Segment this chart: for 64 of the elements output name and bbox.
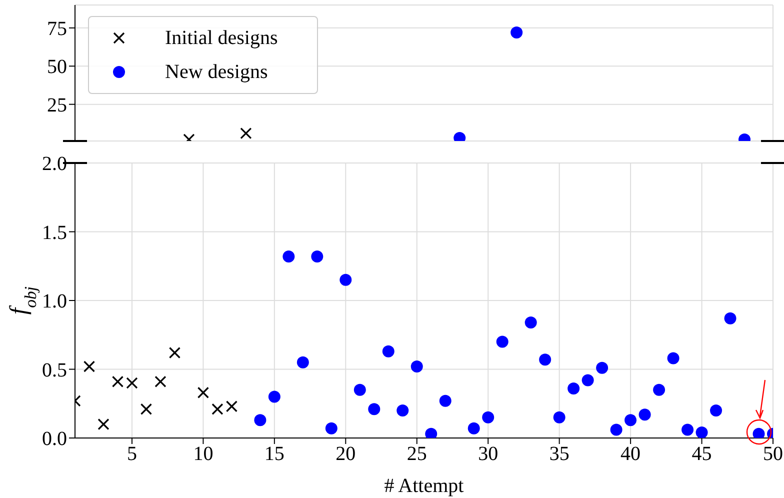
point	[482, 411, 494, 424]
point	[425, 428, 438, 438]
point	[140, 403, 152, 415]
point	[311, 250, 324, 262]
point	[410, 360, 423, 372]
point	[596, 362, 608, 374]
x-tick-label: 25	[406, 443, 427, 466]
y-tick-label: 50	[47, 56, 67, 78]
legend-label: New designs	[165, 60, 268, 84]
y-tick-label: 25	[47, 94, 67, 116]
point	[539, 354, 552, 366]
point	[354, 384, 366, 396]
point	[682, 424, 694, 436]
y-tick-label: 0.0	[42, 428, 67, 450]
point	[268, 390, 280, 403]
y-tick-label: 1.0	[42, 290, 67, 313]
point	[524, 316, 537, 328]
x-tick-label: 30	[478, 443, 498, 466]
point	[168, 346, 181, 359]
x-tick-label: 5	[126, 443, 137, 466]
y-tick-label: 2.0	[42, 153, 67, 176]
x-tick-label: 50	[763, 443, 783, 466]
x-tick-label: 45	[692, 443, 712, 466]
point	[624, 414, 637, 426]
point	[296, 356, 309, 368]
y-tick-label: 0.5	[42, 359, 67, 382]
point	[568, 382, 580, 394]
point	[126, 377, 138, 389]
point	[325, 422, 338, 434]
point	[510, 26, 523, 39]
point	[396, 404, 409, 416]
point	[212, 403, 224, 415]
point	[98, 418, 110, 430]
point	[553, 411, 566, 424]
point	[340, 274, 352, 286]
point	[653, 384, 666, 396]
point	[724, 312, 736, 324]
point	[468, 422, 480, 434]
point	[496, 336, 508, 348]
point	[282, 250, 295, 262]
point	[582, 374, 594, 386]
point	[638, 408, 651, 421]
point	[610, 424, 622, 436]
point	[254, 414, 266, 426]
y-tick-label: 75	[47, 18, 67, 40]
point	[667, 352, 680, 364]
x-tick-label: 20	[336, 443, 356, 466]
point	[154, 376, 166, 388]
point	[710, 404, 722, 416]
point	[197, 386, 210, 398]
point	[112, 376, 124, 388]
point	[439, 394, 452, 407]
x-tick-label: 40	[620, 443, 641, 466]
x-tick-label: 15	[264, 443, 284, 466]
point	[382, 345, 394, 358]
y-tick-label: 1.5	[42, 222, 67, 244]
point	[83, 360, 96, 372]
legend-label: Initial designs	[165, 26, 278, 50]
x-tick-label: 35	[549, 443, 570, 466]
x-axis-title: # Attempt	[384, 475, 464, 497]
point	[368, 403, 380, 416]
point	[226, 400, 238, 412]
point	[696, 426, 708, 438]
x-tick-label: 10	[193, 443, 214, 466]
